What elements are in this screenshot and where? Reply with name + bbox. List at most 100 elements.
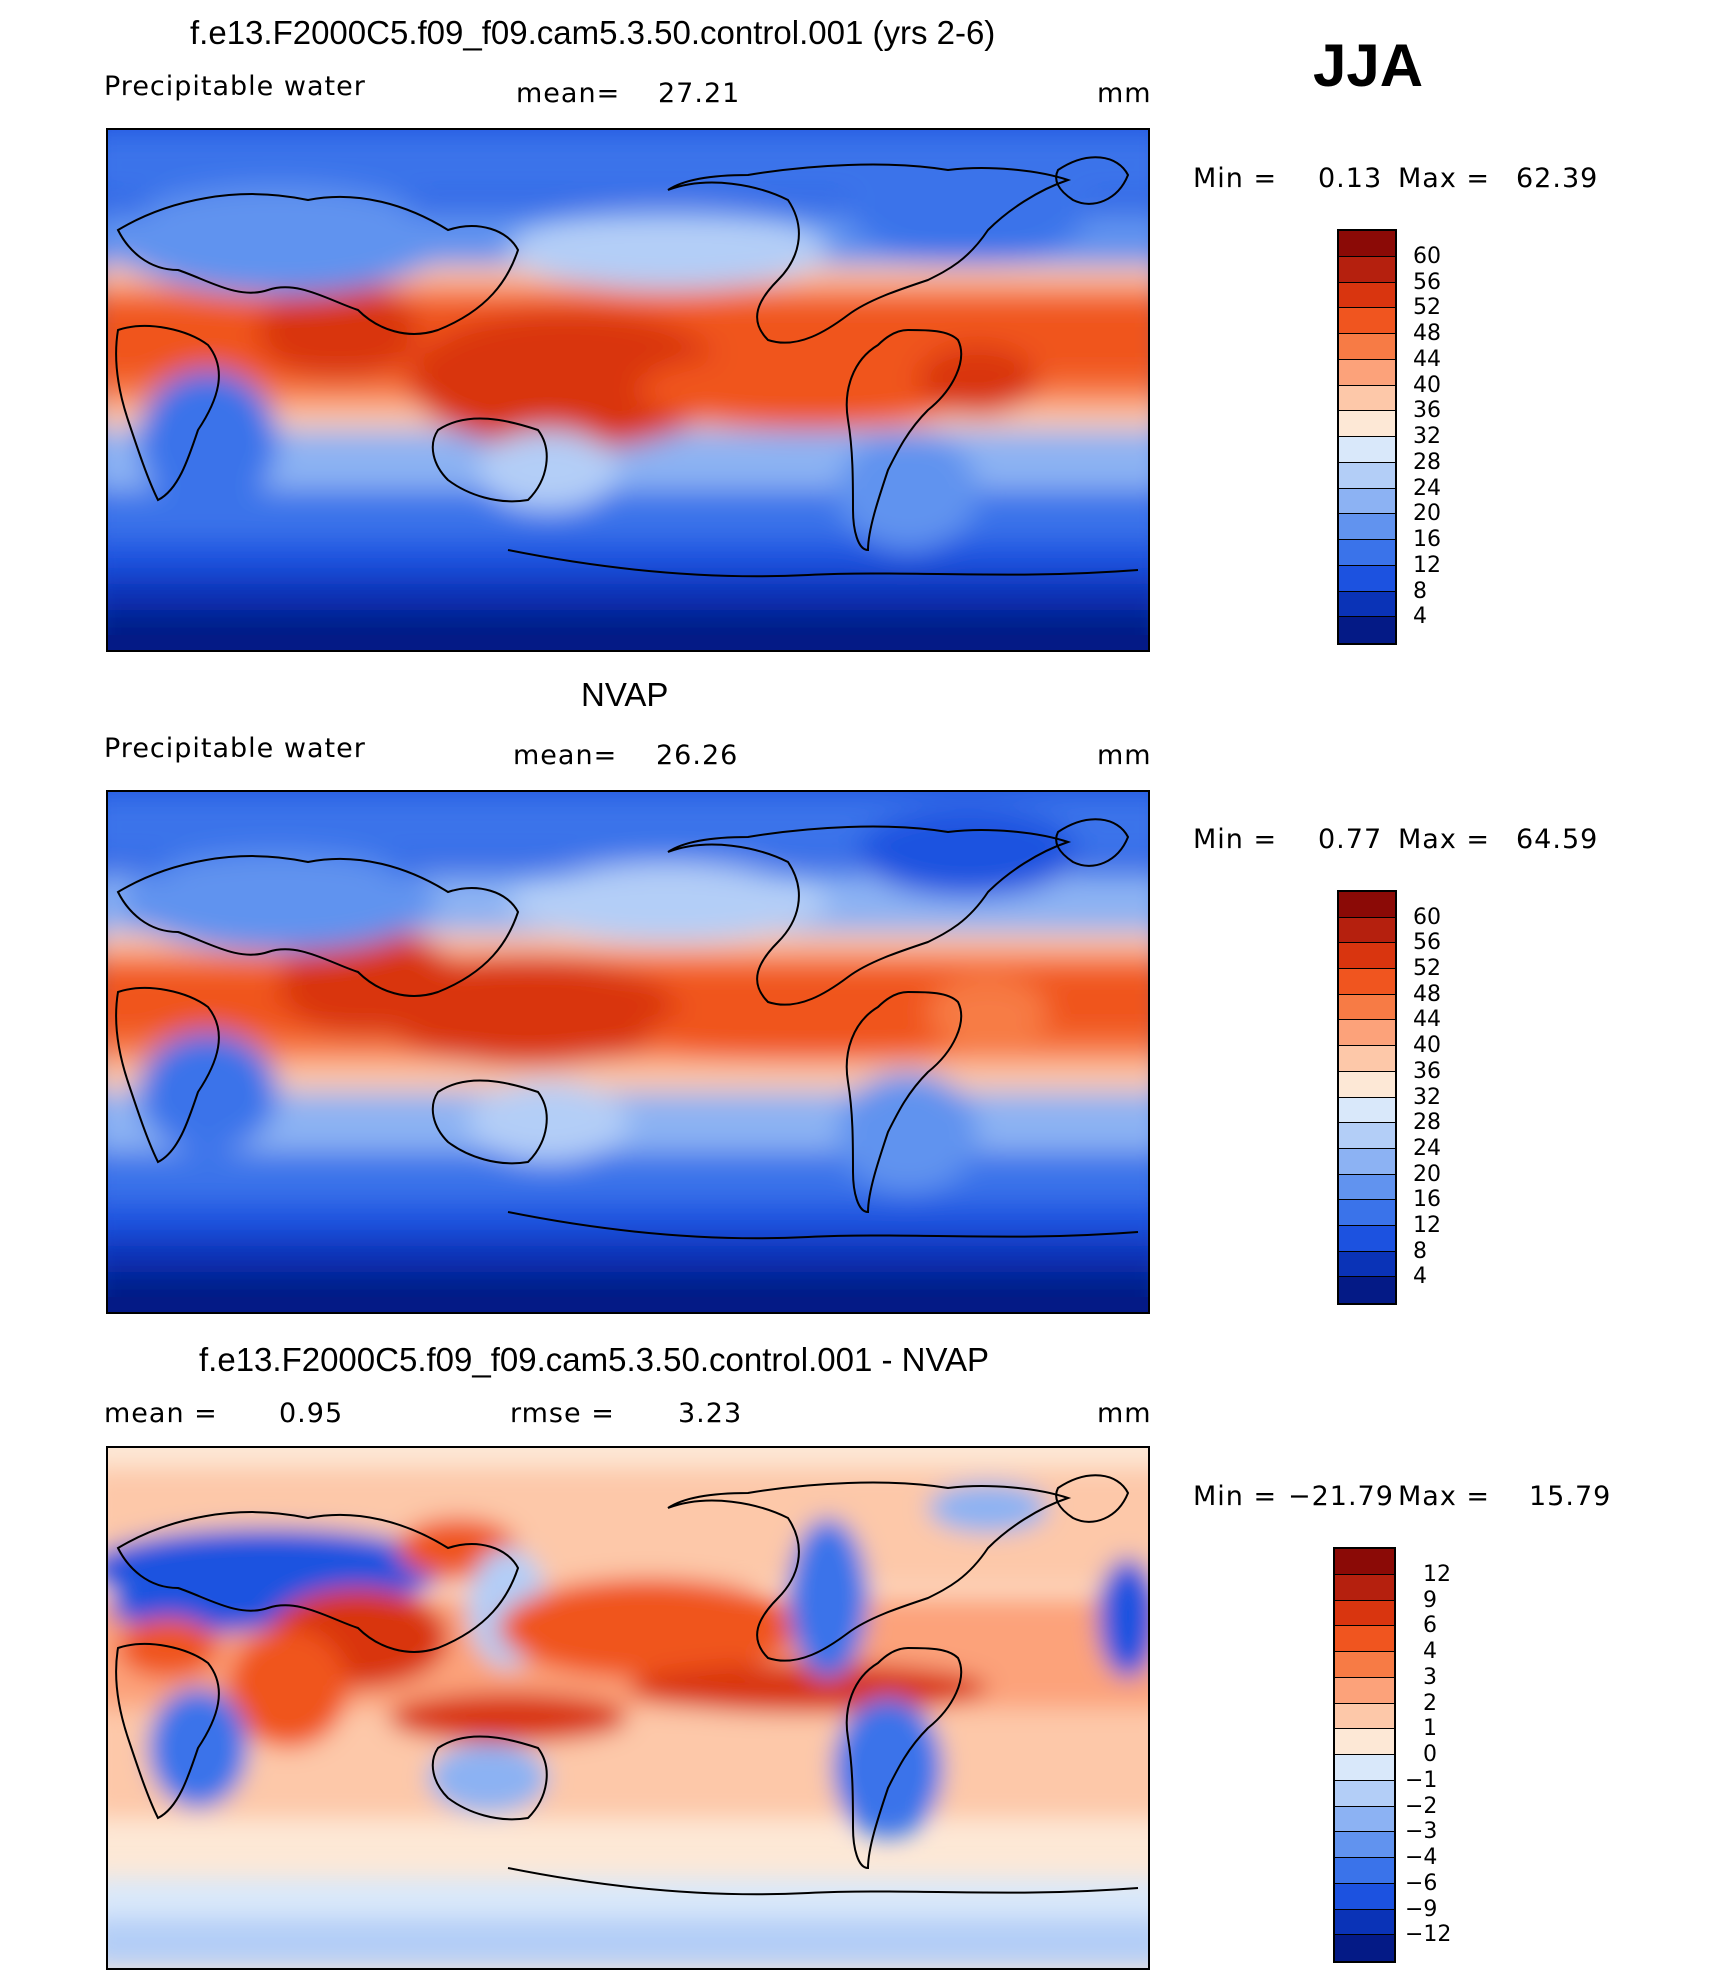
panel2-colorbar-label: 20 — [1413, 1161, 1441, 1187]
panel3-units: mm — [1097, 1398, 1152, 1429]
panel3-colorbar-label: −9 — [1405, 1896, 1438, 1922]
panel2-colorbar-swatch — [1339, 1174, 1395, 1201]
panel2-mean-label: mean= — [513, 740, 618, 771]
panel3-title: f.e13.F2000C5.f09_f09.cam5.3.50.control.… — [199, 1341, 990, 1378]
panel1-colorbar-swatch — [1339, 617, 1395, 643]
panel1-colorbar-label: 32 — [1413, 424, 1441, 449]
panel1-colorbar-swatch — [1339, 282, 1395, 309]
panel2-colorbar-swatch — [1339, 943, 1395, 970]
panel1-mean-value: 27.21 — [658, 78, 741, 109]
panel3-rmse-value: 3.23 — [678, 1398, 743, 1429]
panel3-colorbar-swatch — [1335, 1600, 1394, 1627]
panel3-colorbar-swatch — [1335, 1858, 1394, 1884]
panel3-colorbar-swatch — [1335, 1832, 1394, 1858]
season-label: JJA — [1313, 32, 1424, 99]
panel1-colorbar-label: 60 — [1413, 243, 1441, 269]
panel2-colorbar-swatch — [1339, 1020, 1395, 1047]
panel3-colorbar-swatch — [1335, 1755, 1394, 1781]
panel3-colorbar-label: 9 — [1423, 1587, 1437, 1613]
panel3-colorbar-swatch — [1335, 1780, 1394, 1807]
panel2-colorbar-swatch — [1339, 1046, 1395, 1072]
panel3-colorbar-label: 3 — [1423, 1664, 1437, 1690]
panel1-colorbar-swatch — [1339, 437, 1395, 463]
panel1-mean-label: mean= — [516, 78, 621, 109]
panel1-colorbar-label: 28 — [1413, 449, 1441, 475]
panel3-colorbar-label: −2 — [1405, 1793, 1438, 1819]
panel2-colorbar-label: 48 — [1413, 981, 1441, 1007]
panel1-colorbar-label: 48 — [1413, 321, 1441, 346]
panel3-colorbar-swatch — [1335, 1935, 1394, 1961]
panel2-colorbar-swatch — [1339, 1277, 1395, 1303]
panel2-colorbar-swatch — [1339, 917, 1395, 944]
panel1-colorbar-swatch — [1339, 540, 1395, 566]
panel3-colorbar-swatch — [1335, 1574, 1394, 1601]
panel3-colorbar-label: 1 — [1423, 1716, 1437, 1742]
panel1-colorbar-label: 4 — [1413, 604, 1427, 630]
panel3-colorbar-swatch — [1335, 1626, 1394, 1652]
panel2-mean-value: 26.26 — [656, 740, 739, 771]
panel1-colorbar-swatch — [1339, 308, 1395, 334]
panel2-colorbar-label: 12 — [1413, 1212, 1441, 1238]
panel1-map-graphic — [108, 130, 1148, 650]
panel3-map-graphic — [108, 1448, 1148, 1968]
panel2-colorbar-swatch — [1339, 892, 1395, 918]
panel2-colorbar-swatch — [1339, 1148, 1395, 1175]
panel3-min-label: Min = — [1193, 1481, 1278, 1512]
panel2-colorbar-label: 36 — [1413, 1058, 1441, 1084]
panel3-colorbar-swatch — [1335, 1909, 1394, 1936]
panel1-colorbar-swatch — [1339, 231, 1395, 257]
panel3-colorbar-label: 2 — [1423, 1690, 1437, 1716]
panel3-colorbar-label: −1 — [1405, 1767, 1438, 1793]
panel1-max-label: Max = — [1398, 163, 1491, 194]
panel1-colorbar-swatch — [1339, 514, 1395, 540]
panel1-colorbar-swatch — [1339, 591, 1395, 618]
panel1-max-value: 62.39 — [1516, 163, 1599, 194]
panel1-colorbar-swatch — [1339, 385, 1395, 412]
panel3-colorbar-swatch — [1335, 1883, 1394, 1910]
panel3-colorbar-label: −4 — [1405, 1845, 1438, 1870]
panel2-units: mm — [1097, 740, 1152, 771]
panel3-rmse-label: rmse = — [510, 1398, 615, 1429]
panel3-colorbar-label: 6 — [1423, 1613, 1437, 1639]
panel2-colorbar-label: 24 — [1413, 1135, 1441, 1161]
panel1-min-value: 0.13 — [1318, 163, 1383, 194]
panel3-colorbar-swatch — [1335, 1806, 1394, 1833]
panel2-min-label: Min = — [1193, 824, 1278, 855]
panel2-title: NVAP — [581, 676, 669, 713]
panel2-colorbar-label: 52 — [1413, 956, 1441, 982]
panel2-map — [106, 790, 1150, 1314]
panel1-colorbar-label: 12 — [1413, 552, 1441, 578]
panel1-colorbar-label: 40 — [1413, 372, 1441, 398]
panel2-colorbar-swatch — [1339, 1123, 1395, 1149]
panel1-colorbar-swatch — [1339, 565, 1395, 592]
panel3-colorbar-swatch — [1335, 1729, 1394, 1755]
panel3-max-label: Max = — [1398, 1481, 1491, 1512]
panel2-colorbar-swatch — [1339, 1071, 1395, 1098]
panel2-colorbar-label: 40 — [1413, 1033, 1441, 1059]
panel2-colorbar — [1337, 890, 1397, 1305]
panel3-colorbar-label: −6 — [1405, 1870, 1438, 1896]
panel1-colorbar-swatch — [1339, 411, 1395, 437]
panel3-max-value: 15.79 — [1529, 1481, 1612, 1512]
panel1-colorbar-label: 52 — [1413, 295, 1441, 321]
panel1-colorbar-swatch — [1339, 462, 1395, 489]
panel3-map — [106, 1446, 1150, 1970]
panel2-colorbar-label: 8 — [1413, 1238, 1427, 1264]
panel2-colorbar-label: 4 — [1413, 1264, 1427, 1290]
panel2-colorbar-swatch — [1339, 969, 1395, 995]
panel3-colorbar — [1333, 1547, 1396, 1963]
panel2-map-graphic — [108, 792, 1148, 1312]
panel1-colorbar-label: 56 — [1413, 269, 1441, 295]
panel1-colorbar-label: 20 — [1413, 501, 1441, 527]
panel2-colorbar-swatch — [1339, 1251, 1395, 1278]
panel1-colorbar — [1337, 229, 1397, 645]
panel1-colorbar-swatch — [1339, 256, 1395, 283]
panel2-colorbar-label: 28 — [1413, 1110, 1441, 1136]
panel1-colorbar-label: 24 — [1413, 475, 1441, 501]
panel3-colorbar-label: −3 — [1405, 1819, 1438, 1845]
panel1-min-label: Min = — [1193, 163, 1278, 194]
panel1-colorbar-label: 36 — [1413, 398, 1441, 424]
panel3-colorbar-swatch — [1335, 1652, 1394, 1678]
panel2-colorbar-swatch — [1339, 1097, 1395, 1124]
panel2-max-value: 64.59 — [1516, 824, 1599, 855]
